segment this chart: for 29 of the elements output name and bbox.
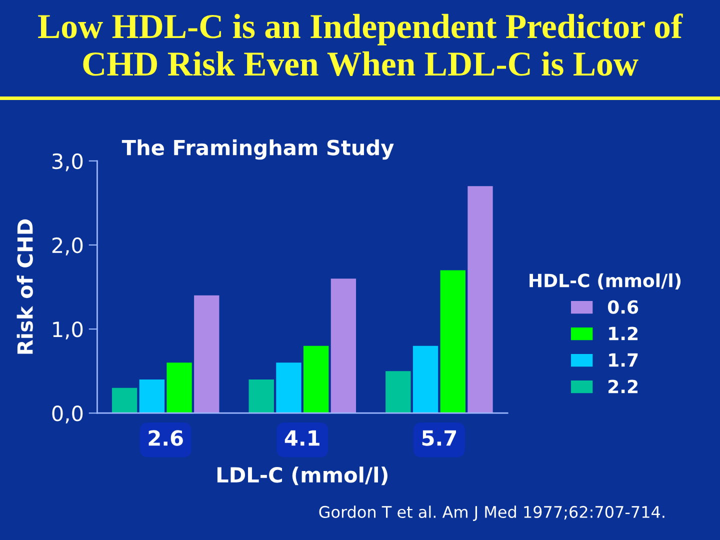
legend-title: HDL-C (mmol/l) [530, 273, 681, 290]
y-axis-title: Risk of CHD [16, 219, 33, 354]
bar [440, 270, 466, 414]
bar [112, 388, 138, 414]
y-tick-label: 2,0 [52, 237, 83, 256]
legend-label: 0.6 [608, 300, 638, 314]
bar [330, 278, 356, 414]
bar [468, 186, 493, 414]
x-tick-label: 5.7 [422, 430, 456, 446]
bar [248, 379, 274, 414]
chart-subtitle: The Framingham Study [122, 139, 394, 160]
chart-title: Low HDL-C is an Independent Predictor of CHD Risk Even When LDL-C is Low [38, 14, 683, 76]
bar [139, 379, 165, 414]
legend-label: 1.7 [609, 353, 638, 367]
bar [303, 346, 329, 414]
x-tick-label: 4.1 [284, 430, 320, 446]
text: Gordon T et al. Am J Med 1977;62:707-714. [319, 506, 664, 521]
bar [276, 362, 302, 414]
bar [166, 362, 192, 414]
legend-label: 2.2 [608, 380, 638, 394]
bar [412, 346, 438, 414]
y-tick-label: 3,0 [52, 153, 83, 172]
legend-label: 1.2 [609, 326, 638, 340]
x-axis-title: LDL-C (mmol/l) [217, 466, 388, 486]
y-tick-label: 0,0 [52, 406, 83, 424]
x-tick-label: 2.6 [148, 430, 183, 446]
bar [194, 295, 220, 414]
y-tick-label: 1,0 [53, 321, 83, 340]
bar [386, 371, 411, 414]
